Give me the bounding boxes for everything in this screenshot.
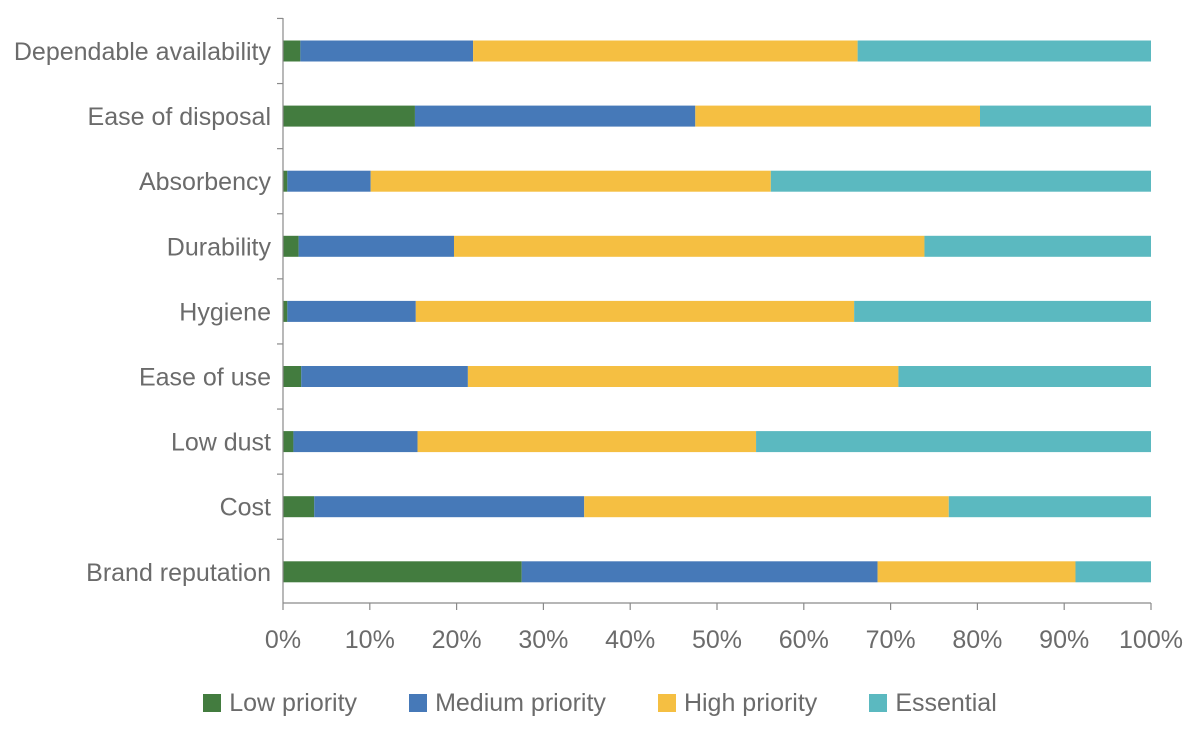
bar-segment-essential-8 (1075, 561, 1151, 583)
legend-item: High priority (657, 688, 818, 718)
legend-swatch (657, 694, 676, 712)
bar-segment-low-priority-0 (283, 40, 301, 62)
category-label: Cost (220, 494, 271, 522)
bar-segment-low-priority-3 (283, 235, 299, 257)
bar-segment-medium-priority-8 (521, 561, 878, 583)
category-label: Brand reputation (86, 559, 271, 587)
bar-segment-essential-1 (980, 105, 1151, 127)
legend-swatch (869, 694, 888, 712)
bar-segment-medium-priority-7 (314, 496, 585, 518)
legend-item: Medium priority (409, 689, 606, 718)
x-tick-label: 50% (692, 626, 742, 654)
bar-segment-essential-0 (857, 40, 1151, 62)
bar-segment-high-priority-5 (467, 366, 899, 387)
bar-segment-high-priority-8 (877, 561, 1076, 583)
legend-item: Low priority (203, 689, 357, 718)
bar-segment-low-priority-4 (283, 300, 288, 322)
x-tick-label: 100% (1119, 626, 1183, 654)
x-tick-label: 80% (952, 626, 1002, 654)
bar-segment-high-priority-3 (454, 235, 925, 257)
bar-segment-low-priority-6 (283, 431, 294, 453)
bar-segment-essential-5 (898, 366, 1151, 387)
bar-segment-high-priority-4 (415, 300, 855, 322)
bar-segment-low-priority-8 (283, 561, 522, 583)
x-tick-label: 30% (518, 626, 568, 654)
x-tick-label: 90% (1039, 626, 1089, 654)
legend-swatch (409, 694, 428, 712)
chart-legend: Low priority Medium priority High priority… (0, 683, 1200, 723)
bar-segment-essential-3 (924, 235, 1151, 257)
category-label: Hygiene (179, 298, 271, 326)
category-label: Absorbency (139, 168, 272, 196)
bar-segment-low-priority-7 (283, 496, 315, 518)
bar-segment-high-priority-7 (584, 496, 949, 518)
legend-swatch (203, 694, 222, 712)
x-tick-label: 10% (345, 626, 395, 654)
legend-label: Essential (895, 688, 997, 717)
category-label: Ease of disposal (88, 103, 271, 131)
bar-segment-low-priority-2 (283, 170, 288, 192)
x-tick-label: 0% (265, 626, 301, 654)
bars-layer (283, 40, 1151, 583)
bar-segment-high-priority-6 (417, 431, 757, 453)
category-label: Ease of use (139, 364, 271, 392)
bar-segment-high-priority-2 (370, 170, 771, 192)
x-tick-label: 20% (432, 626, 482, 654)
axis-layer (277, 17, 1152, 610)
bar-segment-medium-priority-3 (298, 235, 454, 257)
bar-segment-low-priority-1 (283, 105, 415, 127)
bar-segment-high-priority-0 (473, 40, 858, 62)
legend-label: Low priority (229, 688, 358, 717)
legend-label: High priority (683, 688, 818, 717)
category-label: Low dust (171, 429, 271, 457)
bar-segment-essential-2 (770, 170, 1151, 192)
category-label: Dependable availability (14, 38, 272, 66)
bar-segment-low-priority-5 (283, 366, 302, 387)
bar-segment-essential-6 (756, 431, 1151, 453)
bar-segment-high-priority-1 (695, 105, 980, 127)
bar-segment-medium-priority-0 (300, 40, 474, 62)
bar-segment-essential-4 (854, 300, 1151, 322)
legend-item: Essential (869, 688, 997, 718)
x-tick-label: 60% (779, 626, 829, 654)
bar-segment-medium-priority-6 (293, 431, 418, 453)
labels-layer: Dependable availability Ease of disposal A… (14, 38, 1183, 654)
x-tick-label: 70% (866, 626, 916, 654)
bar-segment-medium-priority-2 (287, 170, 371, 192)
legend-label: Medium priority (435, 688, 606, 717)
bar-segment-medium-priority-4 (287, 300, 416, 322)
bar-segment-essential-7 (948, 496, 1151, 518)
x-tick-label: 40% (605, 626, 655, 654)
bar-segment-medium-priority-5 (301, 366, 468, 387)
bar-segment-medium-priority-1 (414, 105, 696, 127)
category-label: Durability (167, 233, 272, 261)
